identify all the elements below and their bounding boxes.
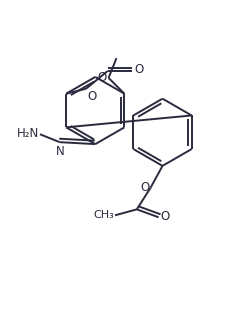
Text: CH₃: CH₃	[93, 210, 114, 220]
Text: O: O	[140, 181, 150, 194]
Text: N: N	[56, 145, 65, 158]
Text: O: O	[87, 90, 96, 103]
Text: O: O	[161, 210, 170, 223]
Text: H₂N: H₂N	[17, 127, 39, 140]
Text: O: O	[134, 63, 144, 76]
Text: O: O	[97, 71, 107, 84]
